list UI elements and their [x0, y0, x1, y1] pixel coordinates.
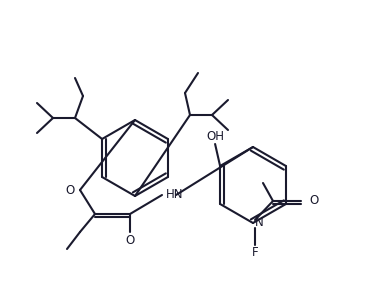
- Text: O: O: [309, 194, 318, 208]
- Text: N: N: [255, 217, 264, 229]
- Text: HN: HN: [166, 188, 183, 201]
- Text: O: O: [66, 184, 75, 197]
- Text: OH: OH: [206, 129, 224, 143]
- Text: O: O: [126, 233, 135, 246]
- Text: F: F: [252, 246, 258, 260]
